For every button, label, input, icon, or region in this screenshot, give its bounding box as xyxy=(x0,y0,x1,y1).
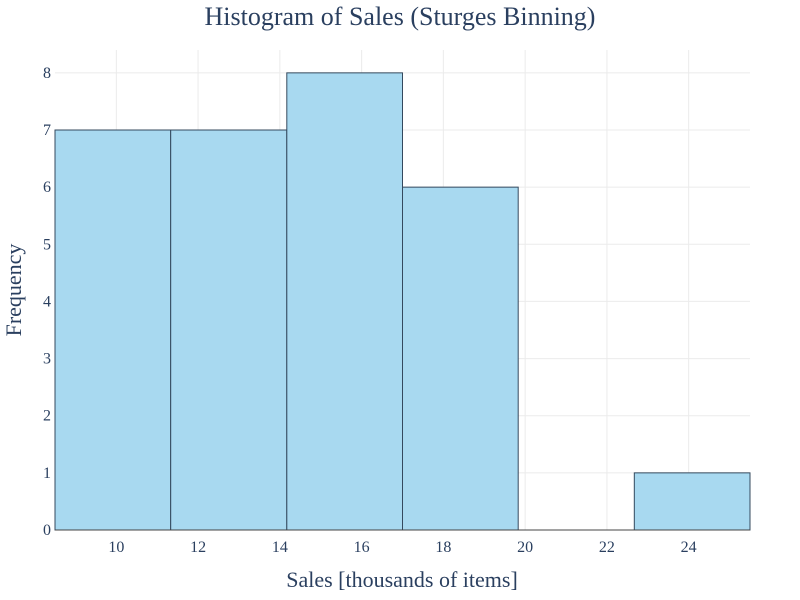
x-tick-label: 20 xyxy=(517,539,533,556)
y-tick-label: 8 xyxy=(43,65,51,82)
y-axis-title: Frequency xyxy=(1,244,26,337)
x-tick-label: 24 xyxy=(681,539,697,556)
x-tick-label: 16 xyxy=(354,539,370,556)
x-tick-label: 14 xyxy=(272,539,288,556)
y-tick-labels: 0 1 2 3 4 5 6 7 8 xyxy=(43,65,51,539)
chart-title: Histogram of Sales (Sturges Binning) xyxy=(205,2,596,31)
histogram-bar xyxy=(54,129,172,531)
histogram-bar xyxy=(286,72,404,531)
histogram-bar xyxy=(402,186,519,531)
y-tick-label: 2 xyxy=(43,408,51,425)
x-tick-label: 22 xyxy=(599,539,615,556)
y-tick-label: 3 xyxy=(43,351,51,368)
bars-layer xyxy=(54,72,751,531)
y-tick-label: 6 xyxy=(43,179,51,196)
y-tick-label: 7 xyxy=(43,122,51,139)
y-tick-label: 0 xyxy=(43,522,51,539)
x-tick-labels: 10 12 14 16 18 20 22 24 xyxy=(108,539,696,556)
x-tick-label: 10 xyxy=(108,539,124,556)
x-tick-label: 18 xyxy=(435,539,451,556)
histogram-bar xyxy=(633,472,751,531)
x-tick-label: 12 xyxy=(190,539,206,556)
y-tick-label: 5 xyxy=(43,236,51,253)
y-tick-label: 4 xyxy=(43,293,51,310)
x-axis-title: Sales [thousands of items] xyxy=(286,567,518,592)
y-tick-label: 1 xyxy=(43,465,51,482)
histogram-bar xyxy=(170,129,288,531)
